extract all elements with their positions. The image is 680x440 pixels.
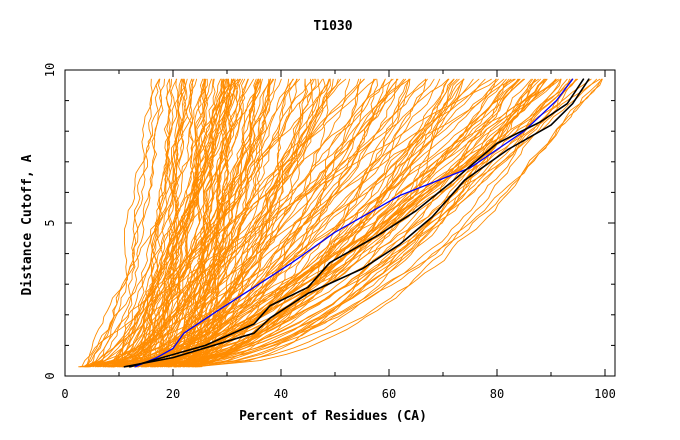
model-curve [178, 78, 411, 368]
model-curve [79, 78, 298, 368]
model-curve [122, 78, 537, 368]
model-curve [89, 78, 394, 368]
model-curve [141, 78, 411, 368]
model-curve [155, 78, 315, 368]
model-curve [193, 78, 260, 368]
model-curve [183, 78, 235, 368]
model-curve [128, 78, 386, 368]
model-curve [191, 78, 568, 368]
model-curve [120, 78, 515, 368]
model-curve [117, 78, 198, 368]
model-curve [86, 78, 239, 368]
model-curve [152, 78, 204, 368]
model-curve [110, 78, 579, 368]
y-tick-label: 0 [43, 372, 57, 379]
model-curve [82, 78, 161, 368]
model-curve [108, 78, 435, 368]
model-curve [84, 78, 223, 368]
model-curve [144, 78, 259, 368]
model-curve [150, 78, 185, 368]
model-curve [197, 78, 399, 368]
model-curve [92, 78, 234, 368]
model-curve [136, 78, 450, 368]
model-curve [176, 78, 577, 368]
model-curve [175, 78, 360, 368]
model-curve [190, 78, 331, 368]
model-curve [104, 78, 532, 368]
model-curve [126, 78, 603, 368]
model-curve [120, 78, 548, 368]
x-tick-label: 0 [61, 387, 68, 401]
x-tick-label: 40 [274, 387, 288, 401]
model-curve [199, 78, 559, 368]
model-curve [95, 78, 162, 368]
model-curve [126, 78, 486, 368]
model-curve [168, 78, 497, 368]
chart-title: T1030 [313, 19, 352, 34]
model-curve [136, 78, 173, 368]
x-tick-label: 20 [166, 387, 180, 401]
model-curve [175, 78, 334, 368]
model-curve [154, 78, 331, 368]
model-curve [170, 78, 282, 368]
highlight-curve-black [123, 78, 590, 368]
y-tick-label: 5 [43, 219, 57, 226]
model-curve [121, 78, 460, 368]
highlight-curve-blue [134, 78, 574, 368]
model-curve [108, 78, 427, 368]
model-curve [194, 78, 571, 368]
model-curve [146, 78, 195, 368]
model-curve [137, 78, 194, 368]
model-curve [121, 78, 153, 368]
model-curve [187, 78, 541, 368]
model-curve [128, 78, 207, 368]
model-curve [182, 78, 227, 368]
model-curve [113, 78, 602, 368]
x-axis-label: Percent of Residues (CA) [239, 409, 427, 424]
model-curve [86, 78, 520, 368]
model-curve [85, 78, 188, 368]
model-curve [87, 78, 351, 368]
y-axis-label: Distance Cutoff, A [20, 154, 35, 295]
model-curve [165, 78, 603, 368]
model-curve [178, 78, 317, 368]
model-curve [183, 78, 427, 368]
x-tick-label: 60 [382, 387, 396, 401]
model-curve [128, 78, 441, 368]
y-axis-ticks: 0 5 10 [43, 63, 615, 380]
model-curve [180, 78, 480, 368]
y-tick-label: 10 [43, 63, 57, 77]
x-tick-label: 100 [594, 387, 616, 401]
model-curve [144, 78, 510, 368]
model-curve [87, 78, 407, 368]
x-axis-ticks: 0 20 40 60 80 100 [61, 70, 616, 401]
model-curve [170, 78, 207, 368]
model-curve [152, 78, 259, 368]
model-curve [99, 78, 573, 368]
x-tick-label: 80 [490, 387, 504, 401]
model-curve [201, 78, 232, 368]
model-curve [173, 78, 208, 368]
model-curve [149, 78, 300, 368]
model-curve [157, 78, 375, 368]
model-curve [103, 78, 521, 368]
model-curve [113, 78, 449, 368]
model-curve [159, 78, 455, 368]
model-curve [88, 78, 505, 368]
model-curve [195, 78, 464, 368]
highlight-curve-black [129, 78, 585, 368]
model-curve [102, 78, 182, 368]
model-curve [195, 78, 546, 368]
plot-series [78, 78, 603, 368]
model-curve [159, 78, 198, 368]
model-curve [136, 78, 323, 368]
model-curve [169, 78, 274, 368]
model-curve [145, 78, 249, 368]
